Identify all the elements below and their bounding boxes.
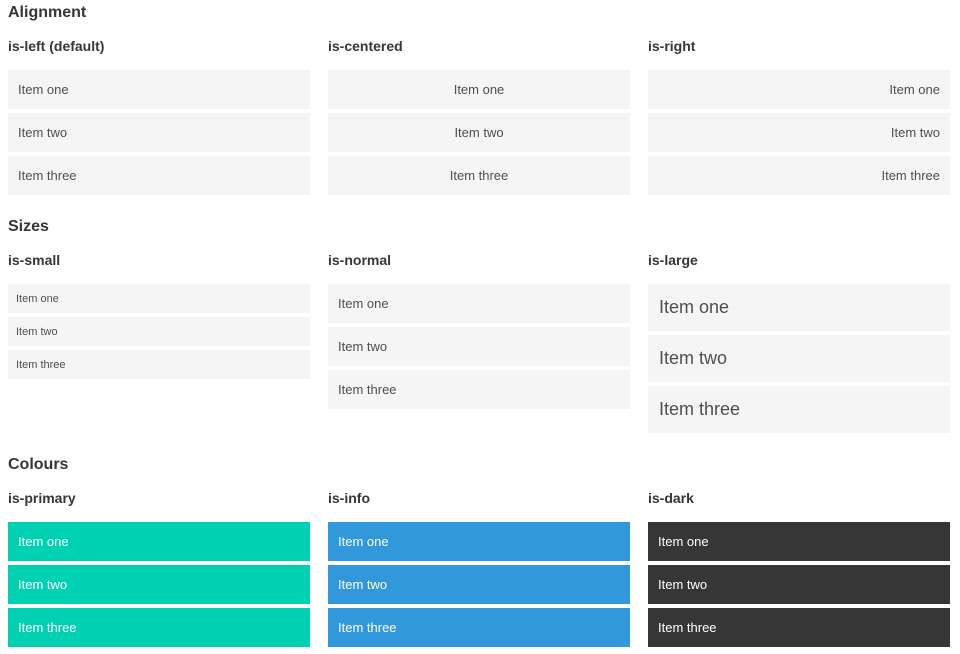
list-item[interactable]: Item two xyxy=(328,565,630,604)
group-is-small: is-small Item one Item two Item three xyxy=(8,235,310,383)
list-item[interactable]: Item three xyxy=(328,156,630,195)
list-item[interactable]: Item two xyxy=(8,317,310,346)
list-item[interactable]: Item three xyxy=(8,156,310,195)
list-item[interactable]: Item two xyxy=(8,565,310,604)
list-item[interactable]: Item one xyxy=(8,70,310,109)
group-is-large: is-large Item one Item two Item three xyxy=(648,235,950,437)
group-is-right: is-right Item one Item two Item three xyxy=(648,21,950,199)
list-color-dark: Item one Item two Item three xyxy=(648,522,950,647)
group-title: is-large xyxy=(648,252,698,268)
list-item[interactable]: Item two xyxy=(648,565,950,604)
list-item[interactable]: Item one xyxy=(328,284,630,323)
group-title: is-primary xyxy=(8,490,76,506)
sizes-groups: is-small Item one Item two Item three is… xyxy=(8,235,950,437)
list-item[interactable]: Item one xyxy=(8,522,310,561)
section-title: Alignment xyxy=(8,4,87,21)
colours-groups: is-primary Item one Item two Item three … xyxy=(8,473,950,651)
list-size-small: Item one Item two Item three xyxy=(8,284,310,379)
list-color-info: Item one Item two Item three xyxy=(328,522,630,647)
group-title: is-centered xyxy=(328,38,403,54)
list-item[interactable]: Item one xyxy=(648,522,950,561)
list-align-center: Item one Item two Item three xyxy=(328,70,630,195)
list-item[interactable]: Item three xyxy=(8,608,310,647)
group-is-dark: is-dark Item one Item two Item three xyxy=(648,473,950,651)
alignment-groups: is-left (default) Item one Item two Item… xyxy=(8,21,950,199)
list-color-primary: Item one Item two Item three xyxy=(8,522,310,647)
list-size-large: Item one Item two Item three xyxy=(648,284,950,433)
list-size-normal: Item one Item two Item three xyxy=(328,284,630,409)
list-item[interactable]: Item one xyxy=(648,70,950,109)
group-is-left: is-left (default) Item one Item two Item… xyxy=(8,21,310,199)
list-item[interactable]: Item one xyxy=(648,284,950,331)
list-item[interactable]: Item one xyxy=(8,284,310,313)
section-title: Sizes xyxy=(8,218,49,235)
section-sizes: Sizes is-small Item one Item two Item th… xyxy=(8,219,950,437)
group-title: is-dark xyxy=(648,490,694,506)
section-alignment: Alignment is-left (default) Item one Ite… xyxy=(8,5,950,199)
section-title: Colours xyxy=(8,456,69,473)
list-align-left: Item one Item two Item three xyxy=(8,70,310,195)
list-item[interactable]: Item two xyxy=(648,335,950,382)
list-align-right: Item one Item two Item three xyxy=(648,70,950,195)
list-item[interactable]: Item two xyxy=(648,113,950,152)
group-title: is-info xyxy=(328,490,370,506)
list-item[interactable]: Item three xyxy=(328,608,630,647)
group-title: is-left (default) xyxy=(8,38,105,54)
group-is-centered: is-centered Item one Item two Item three xyxy=(328,21,630,199)
list-item[interactable]: Item three xyxy=(648,156,950,195)
group-is-normal: is-normal Item one Item two Item three xyxy=(328,235,630,413)
group-title: is-right xyxy=(648,38,696,54)
list-item[interactable]: Item one xyxy=(328,522,630,561)
list-item[interactable]: Item three xyxy=(328,370,630,409)
list-item[interactable]: Item three xyxy=(648,608,950,647)
group-title: is-normal xyxy=(328,252,392,268)
list-item[interactable]: Item two xyxy=(328,327,630,366)
list-item[interactable]: Item three xyxy=(8,350,310,379)
list-item[interactable]: Item three xyxy=(648,386,950,433)
group-is-primary: is-primary Item one Item two Item three xyxy=(8,473,310,651)
list-item[interactable]: Item one xyxy=(328,70,630,109)
section-colours: Colours is-primary Item one Item two Ite… xyxy=(8,457,950,651)
list-item[interactable]: Item two xyxy=(8,113,310,152)
group-is-info: is-info Item one Item two Item three xyxy=(328,473,630,651)
list-item[interactable]: Item two xyxy=(328,113,630,152)
group-title: is-small xyxy=(8,252,61,268)
